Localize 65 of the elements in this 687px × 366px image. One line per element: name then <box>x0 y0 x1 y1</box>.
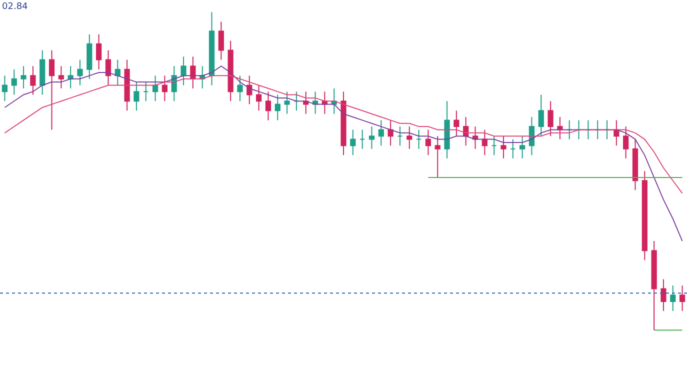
candlestick <box>444 100 450 159</box>
candlestick <box>96 34 102 70</box>
candlestick <box>416 129 422 150</box>
candlestick <box>670 285 676 312</box>
candlestick <box>491 136 497 156</box>
candlestick <box>20 66 26 89</box>
candlestick <box>246 75 252 105</box>
candlestick <box>30 66 36 96</box>
candlestick <box>171 66 177 102</box>
candlestick <box>406 126 412 150</box>
candlestick <box>218 21 224 60</box>
candlestick <box>68 66 74 89</box>
candlestick <box>510 138 516 159</box>
candlestick <box>500 136 506 159</box>
candlestick <box>152 75 158 102</box>
candlestick <box>472 126 478 150</box>
candlestick <box>660 278 666 312</box>
candlestick <box>651 240 657 331</box>
candlestick <box>368 126 375 150</box>
candlestick <box>180 56 186 86</box>
candlestick <box>40 50 46 96</box>
candlestick <box>632 138 638 191</box>
candlestick <box>190 56 196 89</box>
candlestick <box>340 91 346 156</box>
candlestick <box>77 59 83 86</box>
candlestick <box>114 59 120 86</box>
candlestick <box>614 120 620 146</box>
candlestick <box>162 75 168 102</box>
candlestick <box>11 68 17 96</box>
candlestick <box>679 285 686 312</box>
candlestick <box>265 91 272 121</box>
candlestick <box>538 94 544 137</box>
candlestick <box>360 129 366 150</box>
candlestick <box>322 91 328 114</box>
candlestick <box>548 100 554 137</box>
candlestick <box>378 120 384 146</box>
candlestick <box>86 34 92 80</box>
candlestick <box>58 66 64 89</box>
candlestick <box>434 136 440 178</box>
text: 02.84 <box>2 2 28 12</box>
candlestick <box>350 129 356 156</box>
candlestick <box>237 75 243 102</box>
candlestick <box>482 129 488 156</box>
candlestick <box>294 91 300 112</box>
candlestick <box>642 170 648 261</box>
candlestick <box>284 91 290 114</box>
candlestick <box>134 82 140 112</box>
candlestick <box>105 50 112 86</box>
candlestick <box>388 120 394 146</box>
candlestick <box>143 82 149 102</box>
candlestick <box>124 59 130 112</box>
candlestick <box>623 126 629 159</box>
candlestick <box>48 50 55 130</box>
candlestick <box>312 91 318 114</box>
candlestick <box>397 126 403 146</box>
candlestick <box>454 110 460 137</box>
candlestick <box>256 84 262 112</box>
candlestick <box>274 94 280 121</box>
candlestick <box>425 129 431 156</box>
candlestick <box>2 75 8 102</box>
candlestick <box>520 136 526 159</box>
candlestick <box>303 91 309 114</box>
candlestick <box>228 40 234 102</box>
candlestick <box>208 12 215 86</box>
candlestick <box>528 116 535 156</box>
